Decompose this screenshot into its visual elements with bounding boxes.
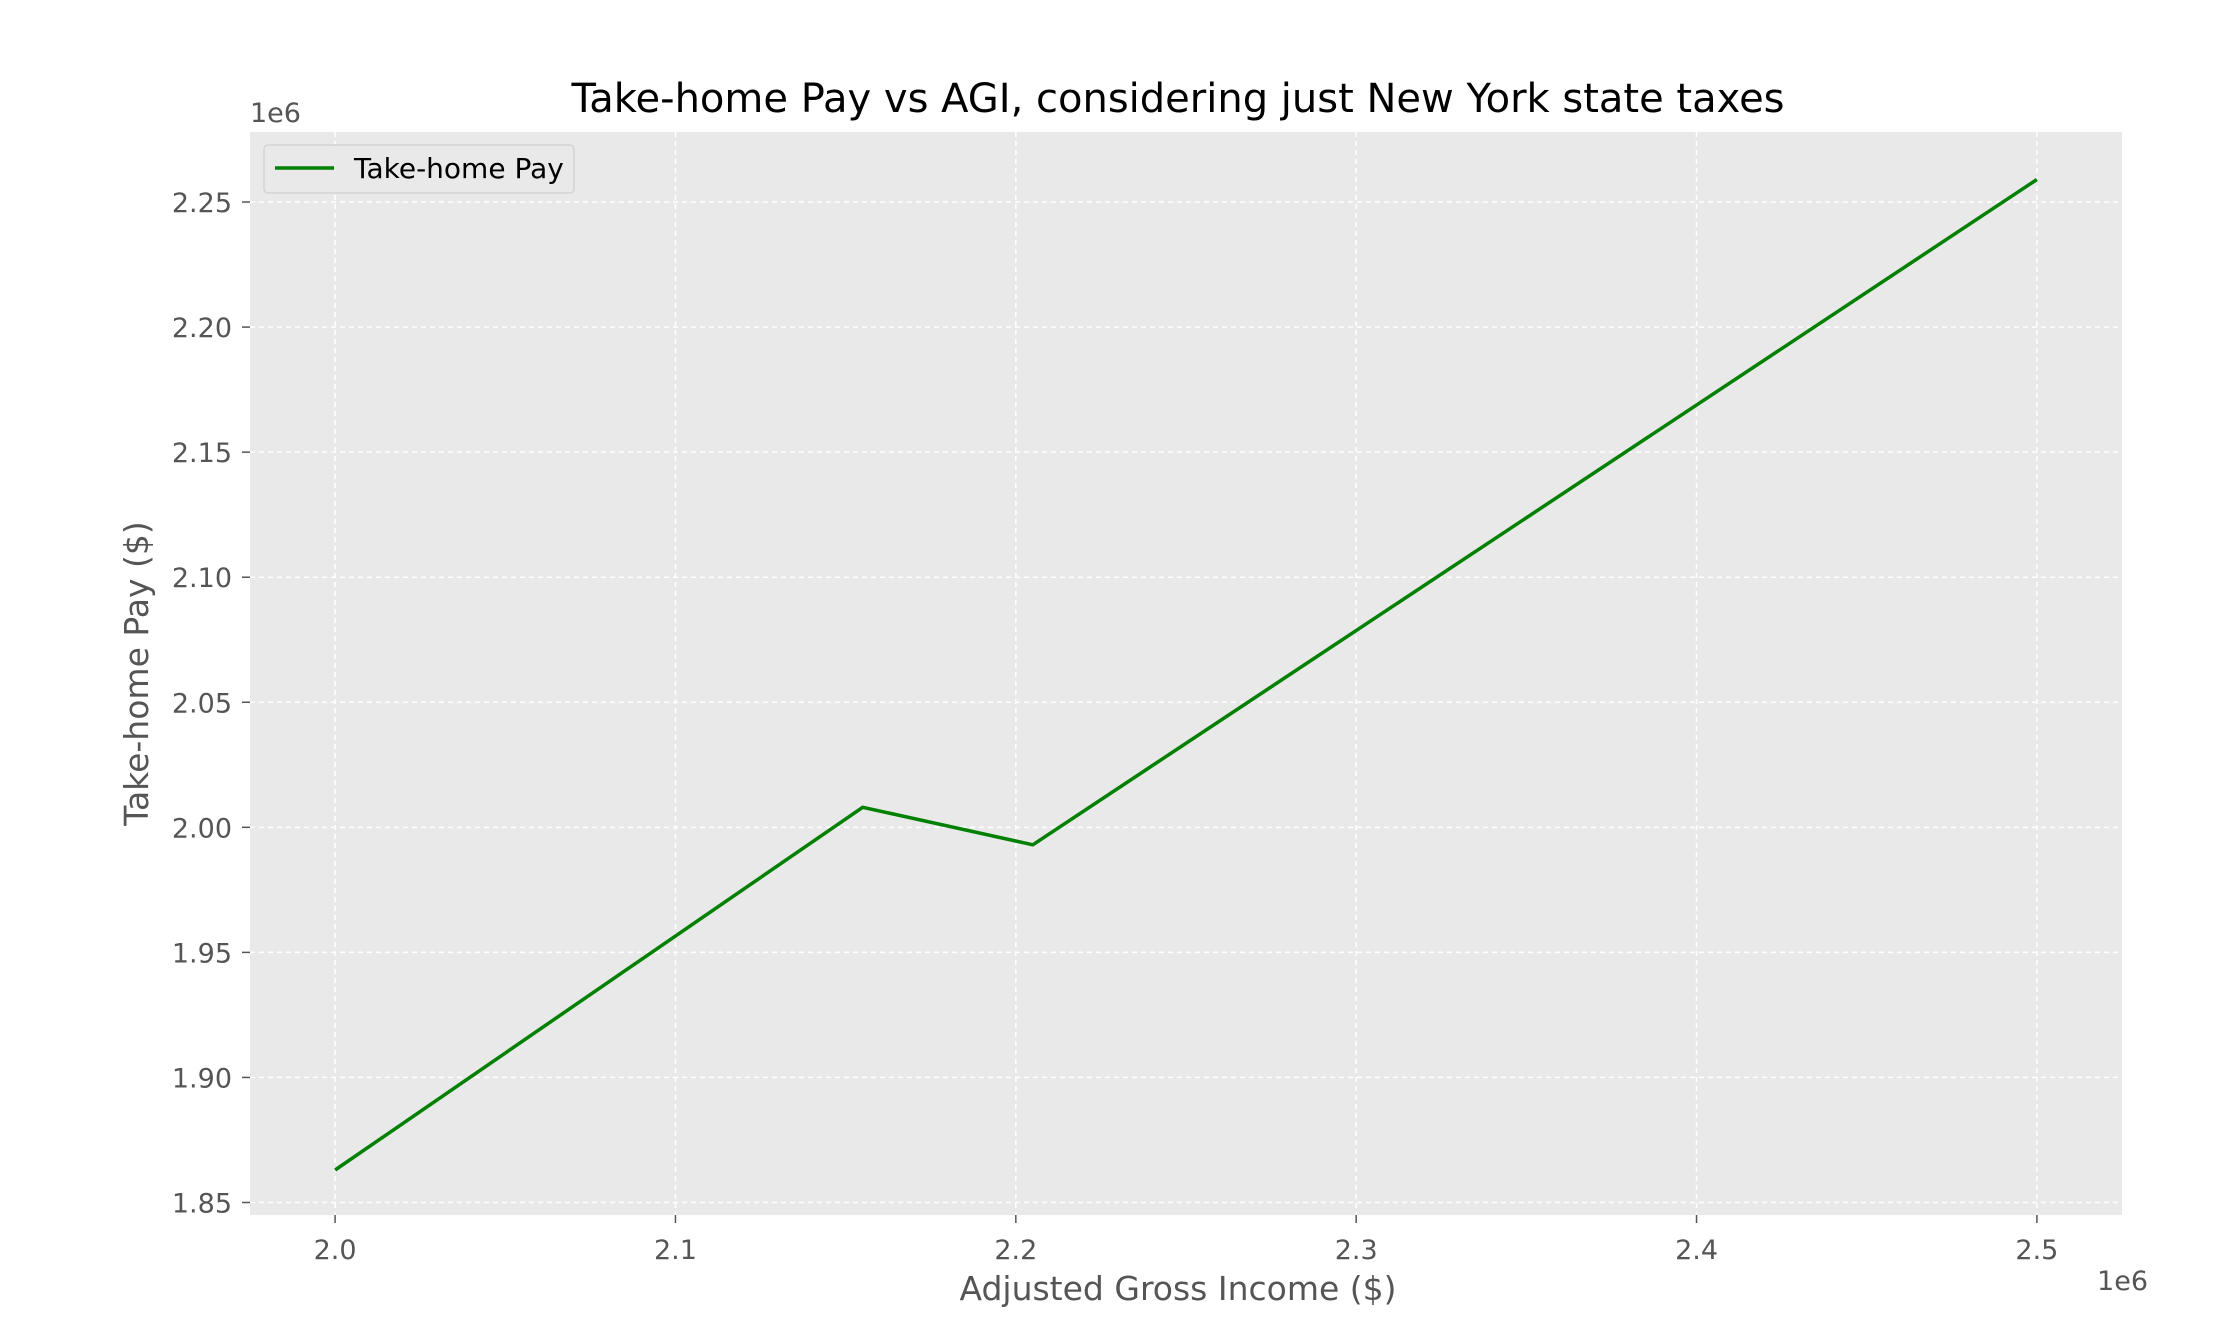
y-tick-label: 1.90 (172, 1063, 232, 1094)
y-tick-label: 2.10 (172, 563, 232, 594)
legend-box (263, 144, 575, 194)
y-tick-label: 2.00 (172, 813, 232, 844)
x-tick-label: 2.2 (994, 1235, 1037, 1266)
x-tick-label: 2.5 (2015, 1235, 2058, 1266)
series-layer (334, 178, 2038, 1172)
x-tick-label: 2.4 (1675, 1235, 1718, 1266)
y-tick-label: 2.20 (172, 313, 232, 344)
legend: Take-home Pay (263, 144, 575, 194)
y-axis-label: Take-home Pay ($) (117, 521, 156, 827)
x-axis-label: Adjusted Gross Income ($) (959, 1269, 1396, 1308)
x-tick-label: 2.1 (654, 1235, 697, 1266)
plot-area (250, 132, 2122, 1215)
y-axis-offset-label: 1e6 (250, 98, 301, 129)
grid-lines (250, 132, 2122, 1215)
y-tick-label: 2.15 (172, 438, 232, 469)
chart-title: Take-home Pay vs AGI, considering just N… (570, 76, 1784, 122)
series-line-take-home-pay (334, 178, 2038, 1172)
legend-label-take-home-pay: Take-home Pay (353, 152, 564, 185)
y-tick-label: 1.95 (172, 938, 232, 969)
y-tick-label: 2.05 (172, 688, 232, 719)
x-axis-offset-label: 1e6 (2097, 1266, 2148, 1297)
axis-ticks: 2.0 2.1 2.2 2.3 2.4 2.5 1.85 1.90 1.95 2.00 2.05 2.… (172, 188, 2059, 1266)
y-tick-label: 1.85 (172, 1188, 232, 1219)
x-tick-label: 2.0 (314, 1235, 357, 1266)
y-tick-label: 2.25 (172, 188, 232, 219)
x-tick-label: 2.3 (1335, 1235, 1378, 1266)
